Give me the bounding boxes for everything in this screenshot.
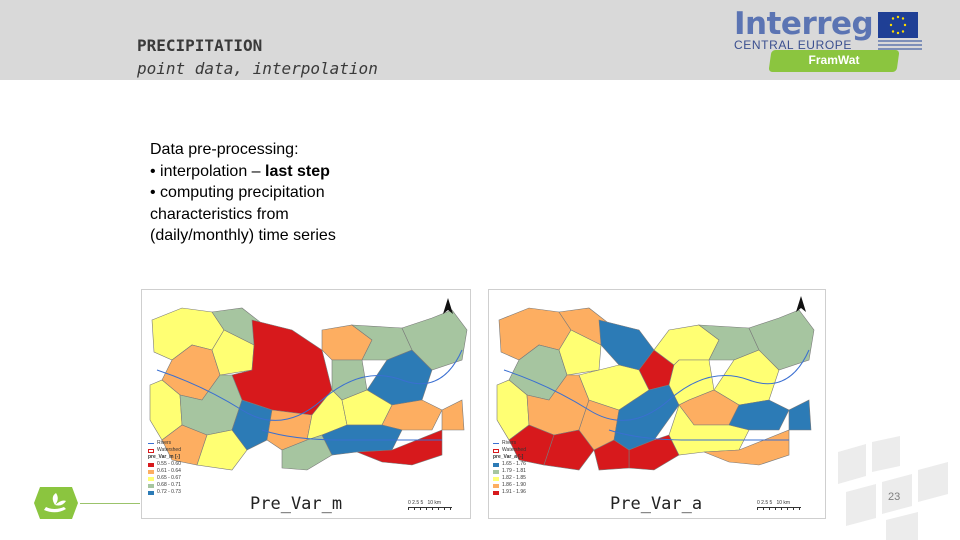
map-caption: Pre_Var_m bbox=[250, 494, 343, 514]
watershed-map-left bbox=[149, 298, 468, 471]
legend-class: 0.55 - 0.60 bbox=[148, 461, 181, 468]
north-arrow-icon bbox=[796, 296, 806, 312]
scale-bar: 0 2.5 5 10 km bbox=[757, 500, 801, 510]
legend-left: Rivers Watershed pre_Var_m [-] 0.55 - 0.… bbox=[148, 440, 181, 496]
body-line: (daily/monthly) time series bbox=[150, 227, 336, 245]
body-line: • computing precipitation bbox=[150, 184, 325, 202]
legend-class: 0.61 - 0.64 bbox=[148, 468, 181, 475]
north-arrow-icon bbox=[443, 298, 453, 314]
legend-class: 1.86 - 1.90 bbox=[493, 482, 526, 489]
legend-class: 0.65 - 0.67 bbox=[148, 475, 181, 482]
body-line: • interpolation – last step bbox=[150, 162, 330, 180]
decorative-shapes bbox=[826, 436, 960, 540]
scale-bar: 0 2.5 5 10 km bbox=[408, 500, 452, 510]
legend-watershed: Watershed bbox=[148, 447, 181, 454]
logo-region: CENTRAL EUROPE bbox=[734, 38, 852, 52]
legend-watershed: Watershed bbox=[493, 447, 526, 454]
legend-class: 0.72 - 0.73 bbox=[148, 489, 181, 496]
legend-class: 1.65 - 1.76 bbox=[493, 461, 526, 468]
logo-brand: Interreg bbox=[734, 6, 874, 42]
legend-variable: pre_Var_a [-] bbox=[493, 454, 524, 460]
eu-flag-icon bbox=[878, 12, 918, 38]
watershed-map-right bbox=[496, 296, 815, 471]
footer-divider bbox=[80, 503, 140, 504]
project-name: FramWat bbox=[808, 53, 860, 67]
map-caption: Pre_Var_a bbox=[610, 494, 703, 514]
legend-class: 1.82 - 1.85 bbox=[493, 475, 526, 482]
legend-rivers: Rivers bbox=[493, 440, 526, 447]
legend-variable: pre_Var_m [-] bbox=[148, 454, 180, 460]
title-text: PRECIPITATION bbox=[137, 36, 263, 55]
subtitle-text: point data, interpolation bbox=[137, 59, 378, 78]
legend-class: 1.91 - 1.96 bbox=[493, 489, 526, 496]
legend-class: 1.79 - 1.81 bbox=[493, 468, 526, 475]
page-number: 23 bbox=[888, 491, 901, 503]
legend-rivers: Rivers bbox=[148, 440, 181, 447]
body-line: characteristics from bbox=[150, 205, 289, 223]
slide-title: PRECIPITATION point data, interpolation bbox=[137, 34, 378, 80]
interreg-logo: Interreg CENTRAL EUROPE FramWat bbox=[726, 6, 926, 74]
leaf-hand-icon bbox=[32, 485, 78, 521]
body-text: Data pre-processing: • interpolation – l… bbox=[150, 139, 336, 247]
legend-right: Rivers Watershed pre_Var_a [-] 1.65 - 1.… bbox=[493, 440, 526, 496]
eu-fund-text-icon bbox=[878, 40, 922, 52]
body-line: Data pre-processing: bbox=[150, 141, 299, 158]
legend-class: 0.68 - 0.71 bbox=[148, 482, 181, 489]
map-pre-var-a: Rivers Watershed pre_Var_a [-] 1.65 - 1.… bbox=[488, 289, 826, 519]
map-pre-var-m: Rivers Watershed pre_Var_m [-] 0.55 - 0.… bbox=[141, 289, 471, 519]
